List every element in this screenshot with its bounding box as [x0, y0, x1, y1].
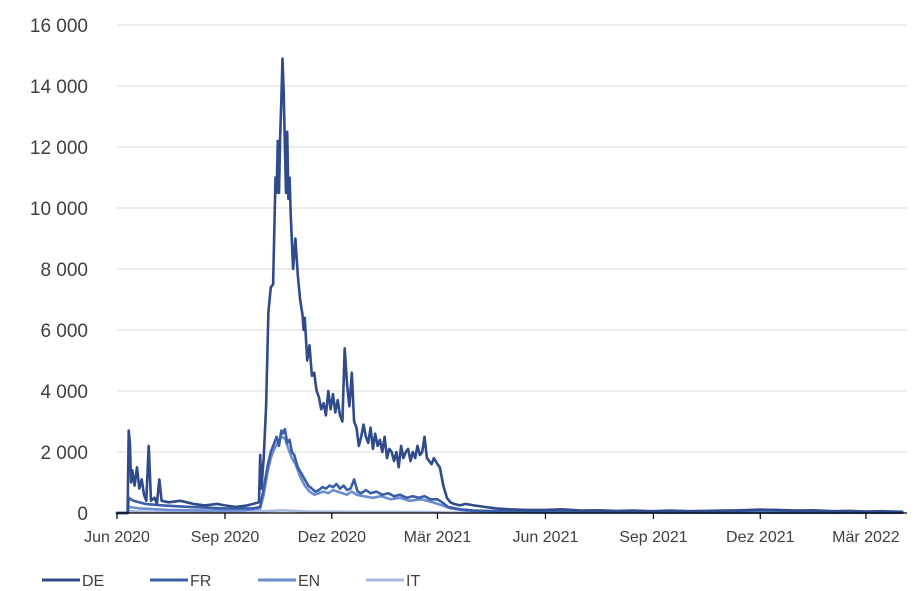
y-tick-label: 8 000: [40, 260, 88, 281]
y-axis-ticks: 0 2 000 4 000 6 000 8 000 10 000 12 000 14 000 1…: [30, 16, 88, 525]
x-tick-label: Dez 2021: [726, 529, 795, 546]
y-tick-label: 4 000: [40, 382, 88, 403]
legend-label-en: EN: [298, 573, 320, 590]
x-tick-label: Sep 2020: [191, 529, 260, 546]
legend-label-de: DE: [82, 573, 104, 590]
series-lines: [115, 57, 904, 515]
series-line-en: [115, 435, 904, 515]
legend: DE FR EN IT: [42, 573, 420, 590]
x-tick-label: Jun 2021: [513, 529, 579, 546]
legend-label-it: IT: [406, 573, 420, 590]
y-tick-label: 16 000: [30, 16, 88, 37]
x-axis: Jun 2020 Sep 2020 Dez 2020 Mär 2021 Jun 2021…: [84, 512, 907, 546]
y-tick-label: 14 000: [30, 77, 88, 98]
y-tick-label: 10 000: [30, 199, 88, 220]
series-line-de: [115, 57, 904, 515]
series-line-fr: [115, 427, 904, 515]
legend-label-fr: FR: [190, 573, 211, 590]
x-tick-label: Dez 2020: [298, 529, 367, 546]
y-tick-label: 0: [77, 504, 88, 525]
x-tick-label: Mär 2022: [832, 529, 900, 546]
y-tick-label: 6 000: [40, 321, 88, 342]
x-tick-label: Jun 2020: [84, 529, 150, 546]
gridlines: [117, 24, 907, 453]
x-tick-label: Mär 2021: [404, 529, 472, 546]
y-tick-label: 12 000: [30, 138, 88, 159]
x-tick-label: Sep 2021: [619, 529, 688, 546]
y-tick-label: 2 000: [40, 443, 88, 464]
